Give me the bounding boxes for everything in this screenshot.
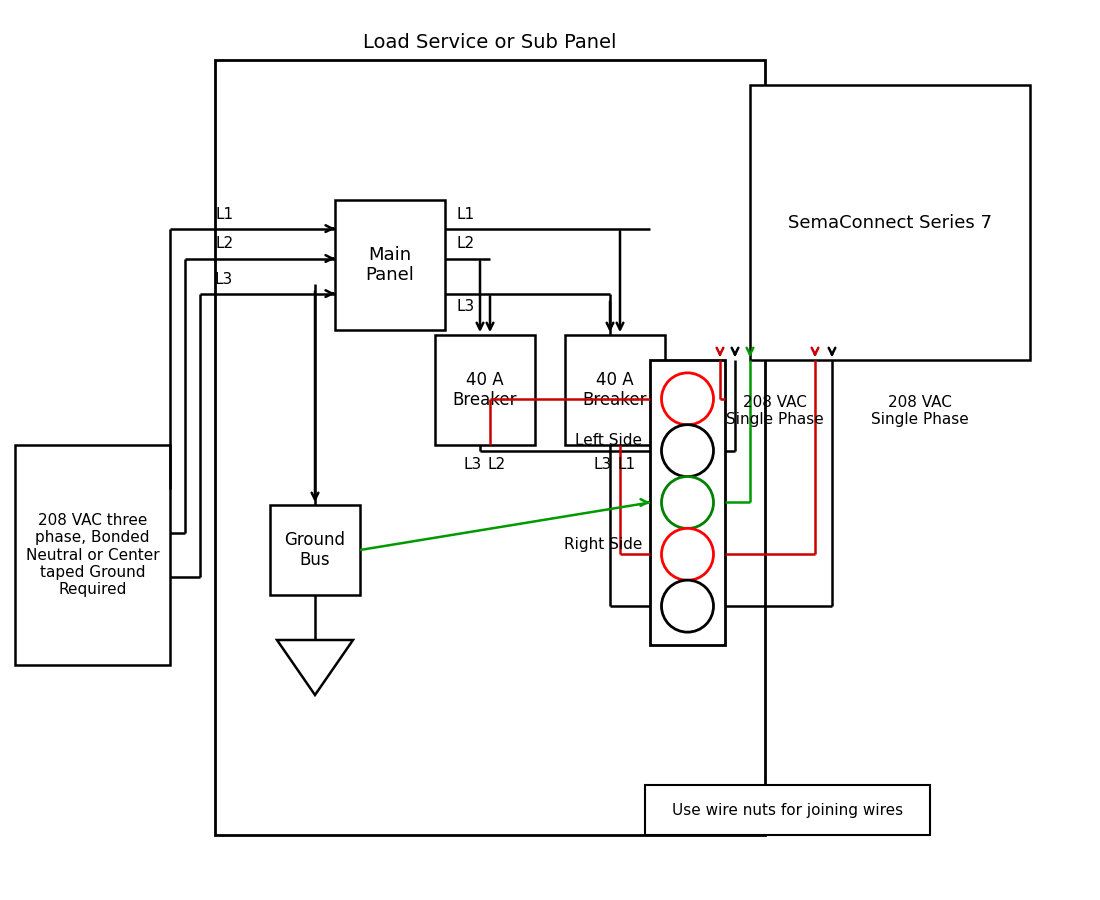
Text: 208 VAC three
phase, Bonded
Neutral or Center
taped Ground
Required: 208 VAC three phase, Bonded Neutral or C… xyxy=(25,513,160,598)
Circle shape xyxy=(661,476,714,528)
Text: L3: L3 xyxy=(594,457,612,472)
Text: 208 VAC
Single Phase: 208 VAC Single Phase xyxy=(726,395,824,428)
Bar xyxy=(336,200,446,330)
Circle shape xyxy=(661,425,714,477)
Text: Use wire nuts for joining wires: Use wire nuts for joining wires xyxy=(672,803,903,817)
Circle shape xyxy=(661,528,714,580)
Text: Left Side: Left Side xyxy=(575,433,642,448)
Circle shape xyxy=(661,580,714,632)
Bar xyxy=(214,60,764,835)
Text: L3: L3 xyxy=(464,457,482,472)
Text: L3: L3 xyxy=(214,272,233,286)
Text: Ground
Bus: Ground Bus xyxy=(285,531,345,570)
Bar xyxy=(15,445,170,665)
Text: 40 A
Breaker: 40 A Breaker xyxy=(583,371,647,410)
Text: L2: L2 xyxy=(456,237,475,251)
Bar xyxy=(434,335,535,445)
Text: 208 VAC
Single Phase: 208 VAC Single Phase xyxy=(871,395,969,428)
Text: 40 A
Breaker: 40 A Breaker xyxy=(453,371,517,410)
Text: L2: L2 xyxy=(488,457,506,472)
Text: L1: L1 xyxy=(456,207,475,221)
Bar xyxy=(650,360,725,645)
Text: Right Side: Right Side xyxy=(563,536,642,552)
Bar xyxy=(565,335,666,445)
Circle shape xyxy=(661,373,714,425)
Text: L1: L1 xyxy=(618,457,636,472)
Text: Load Service or Sub Panel: Load Service or Sub Panel xyxy=(363,33,617,52)
Text: L1: L1 xyxy=(216,207,234,221)
Text: L2: L2 xyxy=(216,237,234,251)
Text: L3: L3 xyxy=(456,299,475,313)
Text: SemaConnect Series 7: SemaConnect Series 7 xyxy=(788,213,992,231)
Bar xyxy=(750,85,1030,360)
Text: Main
Panel: Main Panel xyxy=(365,246,415,284)
Bar xyxy=(645,785,930,835)
Bar xyxy=(270,505,360,595)
